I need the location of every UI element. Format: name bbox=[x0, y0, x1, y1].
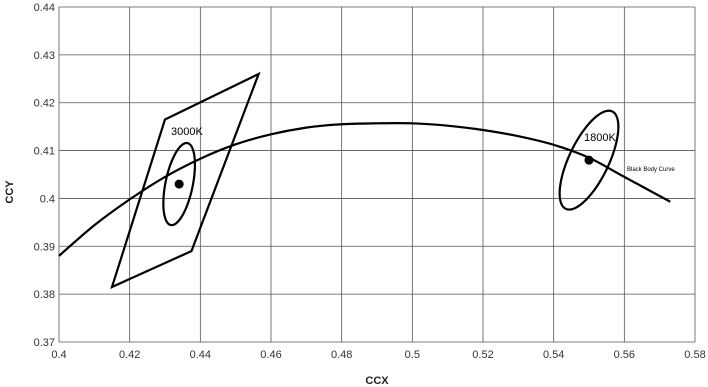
x-tick-label: 0.42 bbox=[119, 349, 140, 361]
y-tick-label: 0.4 bbox=[40, 193, 55, 205]
annotation-3000k: 3000K bbox=[171, 126, 203, 138]
y-tick-label: 0.37 bbox=[34, 337, 55, 349]
x-tick-label: 0.44 bbox=[190, 349, 211, 361]
chart-marks bbox=[58, 71, 671, 289]
y-tick-labels: 0.37 0.38 0.39 0.4 0.41 0.42 0.43 0.44 bbox=[34, 2, 55, 349]
y-tick-label: 0.38 bbox=[34, 289, 55, 301]
series-line-black-body-curve bbox=[58, 121, 671, 257]
y-tick-label: 0.39 bbox=[34, 241, 55, 253]
x-tick-label: 0.5 bbox=[405, 349, 420, 361]
x-tick-label: 0.46 bbox=[260, 349, 281, 361]
x-tick-label: 0.56 bbox=[614, 349, 635, 361]
point-3000k bbox=[174, 179, 184, 189]
series-line-3000k-quadrangle bbox=[110, 71, 261, 289]
y-tick-label: 0.41 bbox=[34, 146, 55, 158]
point-1800k bbox=[584, 155, 594, 165]
y-axis-label: CCY bbox=[4, 180, 16, 204]
annotation-black-body-curve: Black Body Curve bbox=[627, 167, 675, 173]
x-tick-label: 0.58 bbox=[684, 349, 705, 361]
y-tick-label: 0.44 bbox=[34, 2, 55, 14]
grid bbox=[58, 6, 696, 343]
x-tick-label: 0.48 bbox=[331, 349, 352, 361]
x-tick-label: 0.54 bbox=[543, 349, 564, 361]
y-tick-label: 0.42 bbox=[34, 98, 55, 110]
annotation-1800k: 1800K bbox=[584, 132, 616, 144]
y-tick-label: 0.43 bbox=[34, 50, 55, 62]
ellipse-3000k bbox=[162, 141, 197, 227]
x-axis-label: CCX bbox=[365, 375, 389, 387]
x-tick-label: 0.52 bbox=[472, 349, 493, 361]
x-tick-labels: 0.4 0.42 0.44 0.46 0.48 0.5 0.52 0.54 0.56 0.58 bbox=[51, 349, 705, 361]
x-tick-label: 0.4 bbox=[51, 349, 66, 361]
ellipse-1800k bbox=[558, 109, 620, 211]
